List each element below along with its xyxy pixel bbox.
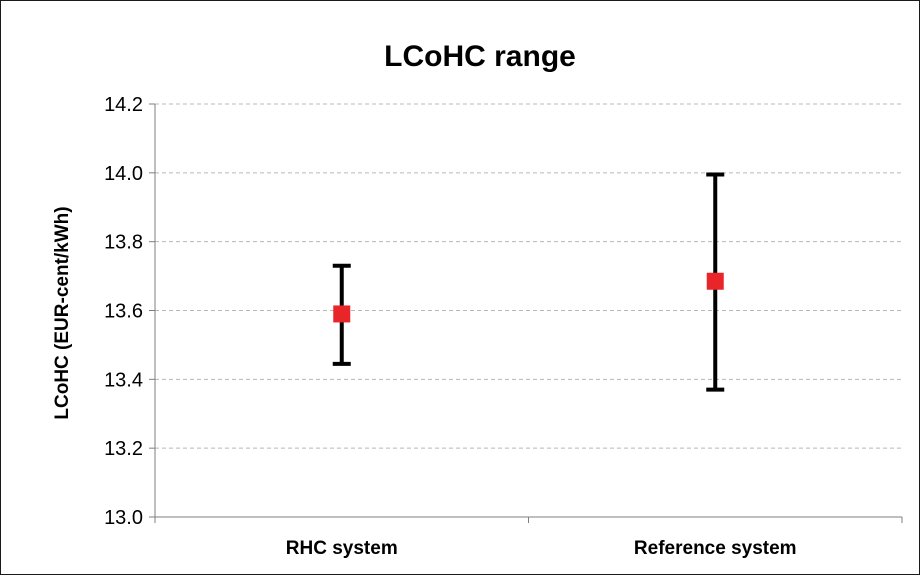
chart-title: LCoHC range [384,40,576,73]
data-point-marker [333,305,351,323]
gridlines [155,103,902,449]
y-tick-label: 14.0 [104,163,143,185]
tick-labels: 13.0 13.2 13.4 13.6 13.8 14.0 14.2 RHC system Re… [104,94,797,559]
y-tick-label: 13.8 [104,232,143,254]
x-tick-label: Reference system [634,538,797,559]
y-tick-label: 14.2 [104,94,143,116]
x-tick-label: RHC system [286,538,398,559]
y-tick-label: 13.2 [104,438,143,460]
y-tick-label: 13.4 [104,369,143,391]
y-axis-label: LCoHC (EUR-cent/kWh) [52,206,73,419]
data-point-marker [706,272,724,290]
data-marks [332,172,725,392]
y-tick-label: 13.0 [104,507,143,529]
axes [149,103,903,523]
y-tick-label: 13.6 [104,301,143,323]
